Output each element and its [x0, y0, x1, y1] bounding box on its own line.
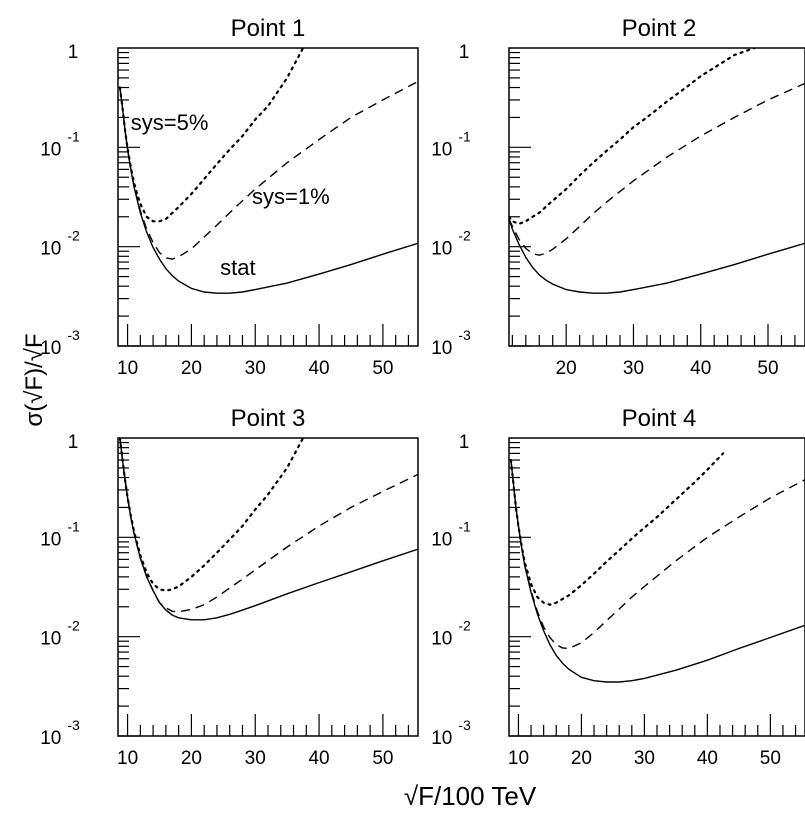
y-tick-label: 10-1	[40, 128, 80, 160]
y-tick-label: 1	[459, 432, 470, 453]
panel-title: Point 3	[231, 405, 306, 432]
y-axis-label: σ(√F)/√F	[21, 333, 48, 426]
x-axis-label: √F/100 TeV	[404, 781, 537, 811]
series-dashed	[119, 80, 418, 260]
x-ticks	[126, 714, 410, 736]
annotation-label: sys=5%	[131, 110, 209, 135]
x-tick-label: 50	[372, 748, 393, 769]
y-ticks	[509, 441, 531, 737]
x-tick-label: 50	[757, 358, 778, 379]
x-tick-label: 20	[571, 748, 592, 769]
x-tick-label: 40	[308, 358, 329, 379]
x-tick-label: 40	[308, 748, 329, 769]
y-ticks	[118, 51, 140, 347]
x-ticks	[126, 324, 410, 346]
panel-title: Point 1	[231, 15, 306, 42]
x-tick-label: 40	[690, 358, 711, 379]
x-tick-label: 10	[117, 748, 138, 769]
y-tick-label: 10-3	[40, 327, 80, 359]
series-dotted	[509, 48, 756, 225]
x-tick-label: 10	[117, 358, 138, 379]
y-tick-label: 1	[459, 42, 470, 63]
series-dotted	[509, 452, 725, 606]
plot-frame	[508, 47, 805, 347]
series-solid	[509, 218, 805, 294]
y-tick-label: 1	[68, 432, 79, 453]
y-tick-label: 10-1	[431, 128, 471, 160]
panel-4: Point 4 10-3 10-2 10-1 1 10 20 30 40 50	[431, 405, 805, 769]
series-solid	[119, 438, 418, 621]
series-solid	[510, 459, 805, 683]
y-tick-label: 10-3	[431, 717, 471, 749]
x-tick-label: 30	[623, 358, 644, 379]
series-dashed	[119, 438, 418, 613]
series-dotted	[118, 438, 305, 592]
y-tick-label: 10-1	[431, 518, 471, 550]
series-dashed	[510, 459, 805, 650]
x-ticks	[517, 714, 797, 736]
y-tick-label: 10-3	[431, 327, 471, 359]
y-tick-label: 10-3	[40, 717, 80, 749]
panel-1: Point 1 10-3 10-2 10-1 1 10 20 30 40 50 sys=5% sys=…	[40, 15, 419, 379]
x-tick-label: 20	[181, 358, 202, 379]
y-tick-label: 10-1	[40, 518, 80, 550]
x-ticks	[511, 324, 796, 346]
x-tick-label: 20	[181, 748, 202, 769]
annotation-label: sys=1%	[252, 184, 330, 209]
y-tick-label: 10-2	[431, 618, 471, 650]
x-tick-label: 30	[245, 358, 266, 379]
series-dotted	[118, 48, 305, 223]
panel-2: Point 2 10-3 10-2 10-1 1 20 30 40 50	[431, 15, 805, 379]
x-tick-label: 50	[760, 748, 781, 769]
plot-frame	[117, 437, 419, 737]
x-tick-label: 40	[697, 748, 718, 769]
panel-title: Point 4	[622, 405, 697, 432]
x-tick-label: 30	[634, 748, 655, 769]
y-ticks	[509, 51, 531, 347]
y-ticks	[118, 441, 140, 737]
x-tick-label: 30	[245, 748, 266, 769]
x-tick-label: 50	[372, 358, 393, 379]
y-tick-label: 10-2	[431, 228, 471, 260]
annotation-label: stat	[220, 255, 255, 280]
y-tick-label: 10-2	[40, 618, 80, 650]
series-dashed	[509, 82, 805, 256]
x-tick-label: 10	[508, 748, 529, 769]
panel-title: Point 2	[622, 15, 697, 42]
plot-frame	[508, 437, 805, 737]
x-tick-label: 20	[556, 358, 577, 379]
y-tick-label: 1	[68, 42, 79, 63]
y-tick-label: 10-2	[40, 228, 80, 260]
panel-3: Point 3 10-3 10-2 10-1 1 10 20 30 40 50	[40, 405, 419, 769]
